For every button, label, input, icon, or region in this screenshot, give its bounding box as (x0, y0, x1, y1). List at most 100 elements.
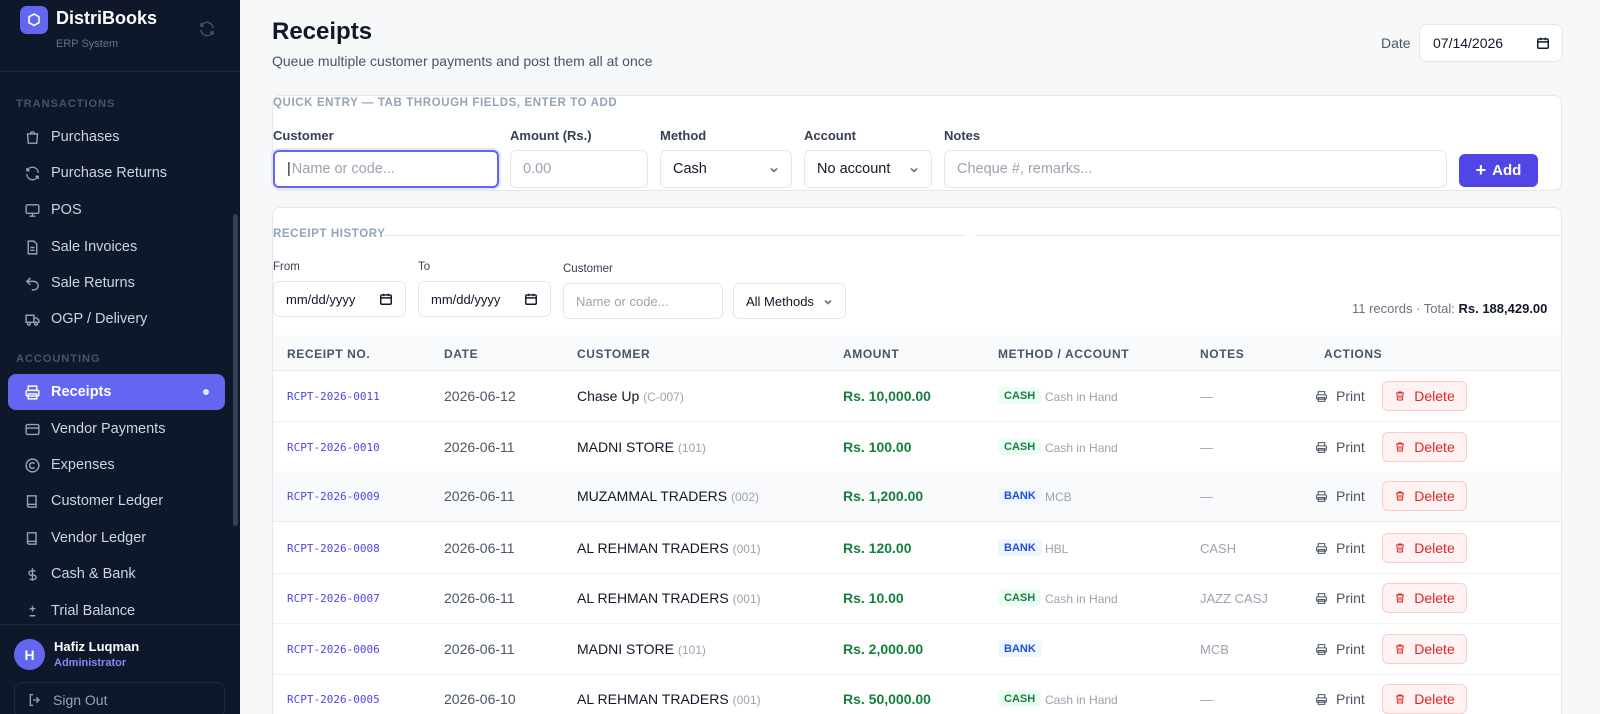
receipt-no-link[interactable]: RCPT-2026-0008 (287, 542, 380, 555)
customer-input[interactable]: | Name or code... (273, 150, 499, 188)
main-content: Receipts Queue multiple customer payment… (240, 0, 1600, 714)
chevron-down-icon (910, 167, 918, 173)
col-amount[interactable]: AMOUNT (843, 347, 900, 361)
sidebar-item-customer-ledger[interactable]: Customer Ledger (8, 483, 225, 519)
active-dot (203, 389, 209, 395)
sidebar-scrollbar[interactable] (233, 214, 238, 526)
customer-placeholder: Name or code... (291, 161, 395, 177)
receipt-no-link[interactable]: RCPT-2026-0009 (287, 490, 380, 503)
receipt-no-link[interactable]: RCPT-2026-0010 (287, 441, 380, 454)
calendar-icon[interactable] (1536, 36, 1550, 50)
receipt-date: 2026-06-11 (444, 641, 515, 657)
sidebar-item-pos[interactable]: POS (8, 192, 225, 228)
col-date[interactable]: DATE (444, 347, 479, 361)
sidebar-item-label: Purchases (51, 129, 120, 145)
avatar[interactable]: H (14, 639, 45, 670)
date-input[interactable]: 07/14/2026 (1419, 24, 1563, 62)
receipt-no-link[interactable]: RCPT-2026-0005 (287, 693, 380, 706)
sidebar-item-receipts[interactable]: Receipts (8, 374, 225, 410)
delete-button[interactable]: Delete (1382, 432, 1467, 462)
delete-button[interactable]: Delete (1382, 684, 1467, 714)
print-button[interactable]: Print (1315, 687, 1365, 711)
receipt-notes: — (1200, 489, 1213, 504)
sidebar-nav: TRANSACTIONS Purchases Purchase Returns … (0, 72, 240, 624)
delete-label: Delete (1414, 641, 1455, 657)
receipt-date: 2026-06-12 (444, 388, 516, 404)
notes-input[interactable]: Cheque #, remarks... (944, 150, 1447, 188)
sidebar-item-expenses[interactable]: Expenses (8, 447, 225, 483)
sidebar-item-vendor-ledger[interactable]: Vendor Ledger (8, 520, 225, 556)
print-button[interactable]: Print (1315, 484, 1365, 508)
col-notes[interactable]: NOTES (1200, 347, 1245, 361)
sidebar-item-vendor-payments[interactable]: Vendor Payments (8, 411, 225, 447)
printer-icon (1315, 643, 1336, 656)
print-button[interactable]: Print (1315, 586, 1365, 610)
sidebar-item-ogp-delivery[interactable]: OGP / Delivery (8, 301, 225, 337)
trash-icon (1394, 441, 1414, 453)
print-button[interactable]: Print (1315, 637, 1365, 661)
refresh-icon (24, 165, 41, 182)
receipt-no-link[interactable]: RCPT-2026-0006 (287, 643, 380, 656)
method-select[interactable]: Cash (660, 150, 792, 188)
method-filter-value: All Methods (746, 293, 814, 309)
sign-out-button[interactable]: Sign Out (14, 682, 225, 714)
customer-code: (001) (732, 542, 761, 556)
printer-icon (1315, 490, 1336, 503)
receipt-no-link[interactable]: RCPT-2026-0007 (287, 592, 380, 605)
from-date-input[interactable]: mm/dd/yyyy (273, 281, 406, 317)
to-label: To (418, 261, 431, 273)
print-button[interactable]: Print (1315, 536, 1365, 560)
receipt-amount: Rs. 120.00 (843, 540, 912, 556)
delete-button[interactable]: Delete (1382, 381, 1467, 411)
hexagon-logo-icon (20, 6, 48, 34)
account-name: Cash in Hand (1045, 693, 1118, 707)
sidebar-item-label: Trial Balance (51, 603, 136, 619)
add-label: Add (1492, 162, 1522, 179)
delete-button[interactable]: Delete (1382, 533, 1467, 563)
customer-code: (101) (677, 441, 706, 455)
sidebar-item-sale-invoices[interactable]: Sale Invoices (8, 229, 225, 265)
print-button[interactable]: Print (1315, 435, 1365, 459)
table-row: RCPT-2026-0008 2026-06-11 AL REHMAN TRADER… (273, 523, 1561, 574)
sidebar-item-sale-returns[interactable]: Sale Returns (8, 265, 225, 301)
col-customer[interactable]: CUSTOMER (577, 347, 651, 361)
trash-icon (1394, 592, 1414, 604)
calendar-icon[interactable] (524, 292, 538, 306)
divider (975, 235, 1561, 236)
sidebar-item-trial-balance[interactable]: Trial Balance (8, 593, 225, 624)
plus-icon: + (1475, 160, 1487, 180)
calendar-icon[interactable] (379, 292, 393, 306)
refresh-icon[interactable] (198, 20, 216, 38)
sidebar-item-label: Vendor Payments (51, 421, 166, 437)
print-label: Print (1336, 388, 1365, 404)
method-label: Method (660, 128, 707, 143)
col-method-account[interactable]: METHOD / ACCOUNT (998, 347, 1130, 361)
trash-icon (1394, 490, 1414, 502)
receipt-date: 2026-06-11 (444, 439, 515, 455)
add-button[interactable]: + Add (1459, 154, 1538, 187)
customer-filter-label: Customer (563, 263, 613, 275)
app-name: DistriBooks (56, 8, 158, 28)
method-filter-select[interactable]: All Methods (733, 283, 846, 319)
customer-code: (C-007) (643, 390, 684, 404)
receipt-date: 2026-06-11 (444, 590, 515, 606)
sidebar-item-cash-bank[interactable]: Cash & Bank (8, 556, 225, 592)
user-panel: H Hafiz Luqman Administrator Sign Out (0, 624, 240, 714)
delete-button[interactable]: Delete (1382, 583, 1467, 613)
to-date-input[interactable]: mm/dd/yyyy (418, 281, 551, 317)
customer-name: AL REHMAN TRADERS (577, 691, 729, 707)
printer-icon (1315, 441, 1336, 454)
sidebar-item-purchases[interactable]: Purchases (8, 119, 225, 155)
method-badge: BANK (998, 539, 1042, 556)
customer-filter-input[interactable]: Name or code... (563, 283, 723, 319)
col-receipt-no[interactable]: RECEIPT NO. (287, 347, 371, 361)
truck-icon (24, 311, 41, 328)
print-label: Print (1336, 641, 1365, 657)
account-select[interactable]: No account (804, 150, 932, 188)
delete-button[interactable]: Delete (1382, 634, 1467, 664)
print-button[interactable]: Print (1315, 384, 1365, 408)
delete-button[interactable]: Delete (1382, 481, 1467, 511)
receipt-no-link[interactable]: RCPT-2026-0011 (287, 390, 380, 403)
sidebar-item-purchase-returns[interactable]: Purchase Returns (8, 155, 225, 191)
amount-input[interactable]: 0.00 (510, 150, 648, 188)
